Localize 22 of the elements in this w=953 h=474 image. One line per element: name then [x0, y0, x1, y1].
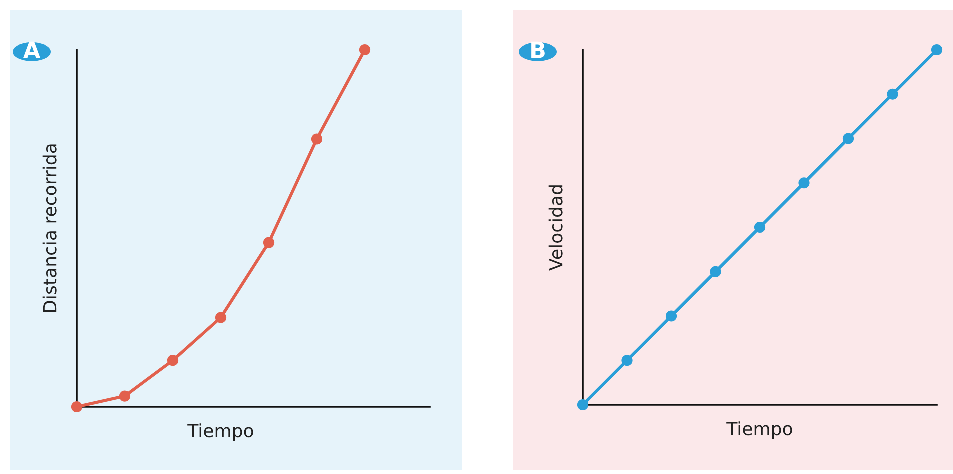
point [842, 133, 854, 144]
point [798, 178, 810, 189]
point [622, 355, 633, 366]
point [263, 237, 275, 248]
point [215, 312, 227, 324]
x-axis-title: Tiempo [726, 422, 792, 440]
point [167, 355, 179, 366]
point [359, 44, 371, 56]
point [754, 222, 766, 234]
point [887, 88, 898, 100]
x-axis-title: Tiempo [188, 424, 254, 442]
chart-title: B [532, 42, 545, 58]
point [71, 401, 83, 413]
y-axis-title: Velocidad [548, 186, 563, 271]
point [666, 310, 678, 322]
point [119, 390, 131, 402]
chart-title: A [24, 42, 40, 58]
point [577, 399, 589, 411]
point [710, 266, 722, 278]
point [931, 44, 943, 56]
point [311, 134, 323, 145]
y-axis-title: Distancia recorrida [42, 144, 57, 312]
